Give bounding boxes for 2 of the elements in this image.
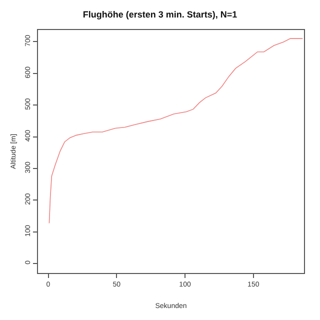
line-series — [48, 38, 304, 224]
chart-title: Flughöhe (ersten 3 min. Starts), N=1 — [82, 10, 238, 20]
